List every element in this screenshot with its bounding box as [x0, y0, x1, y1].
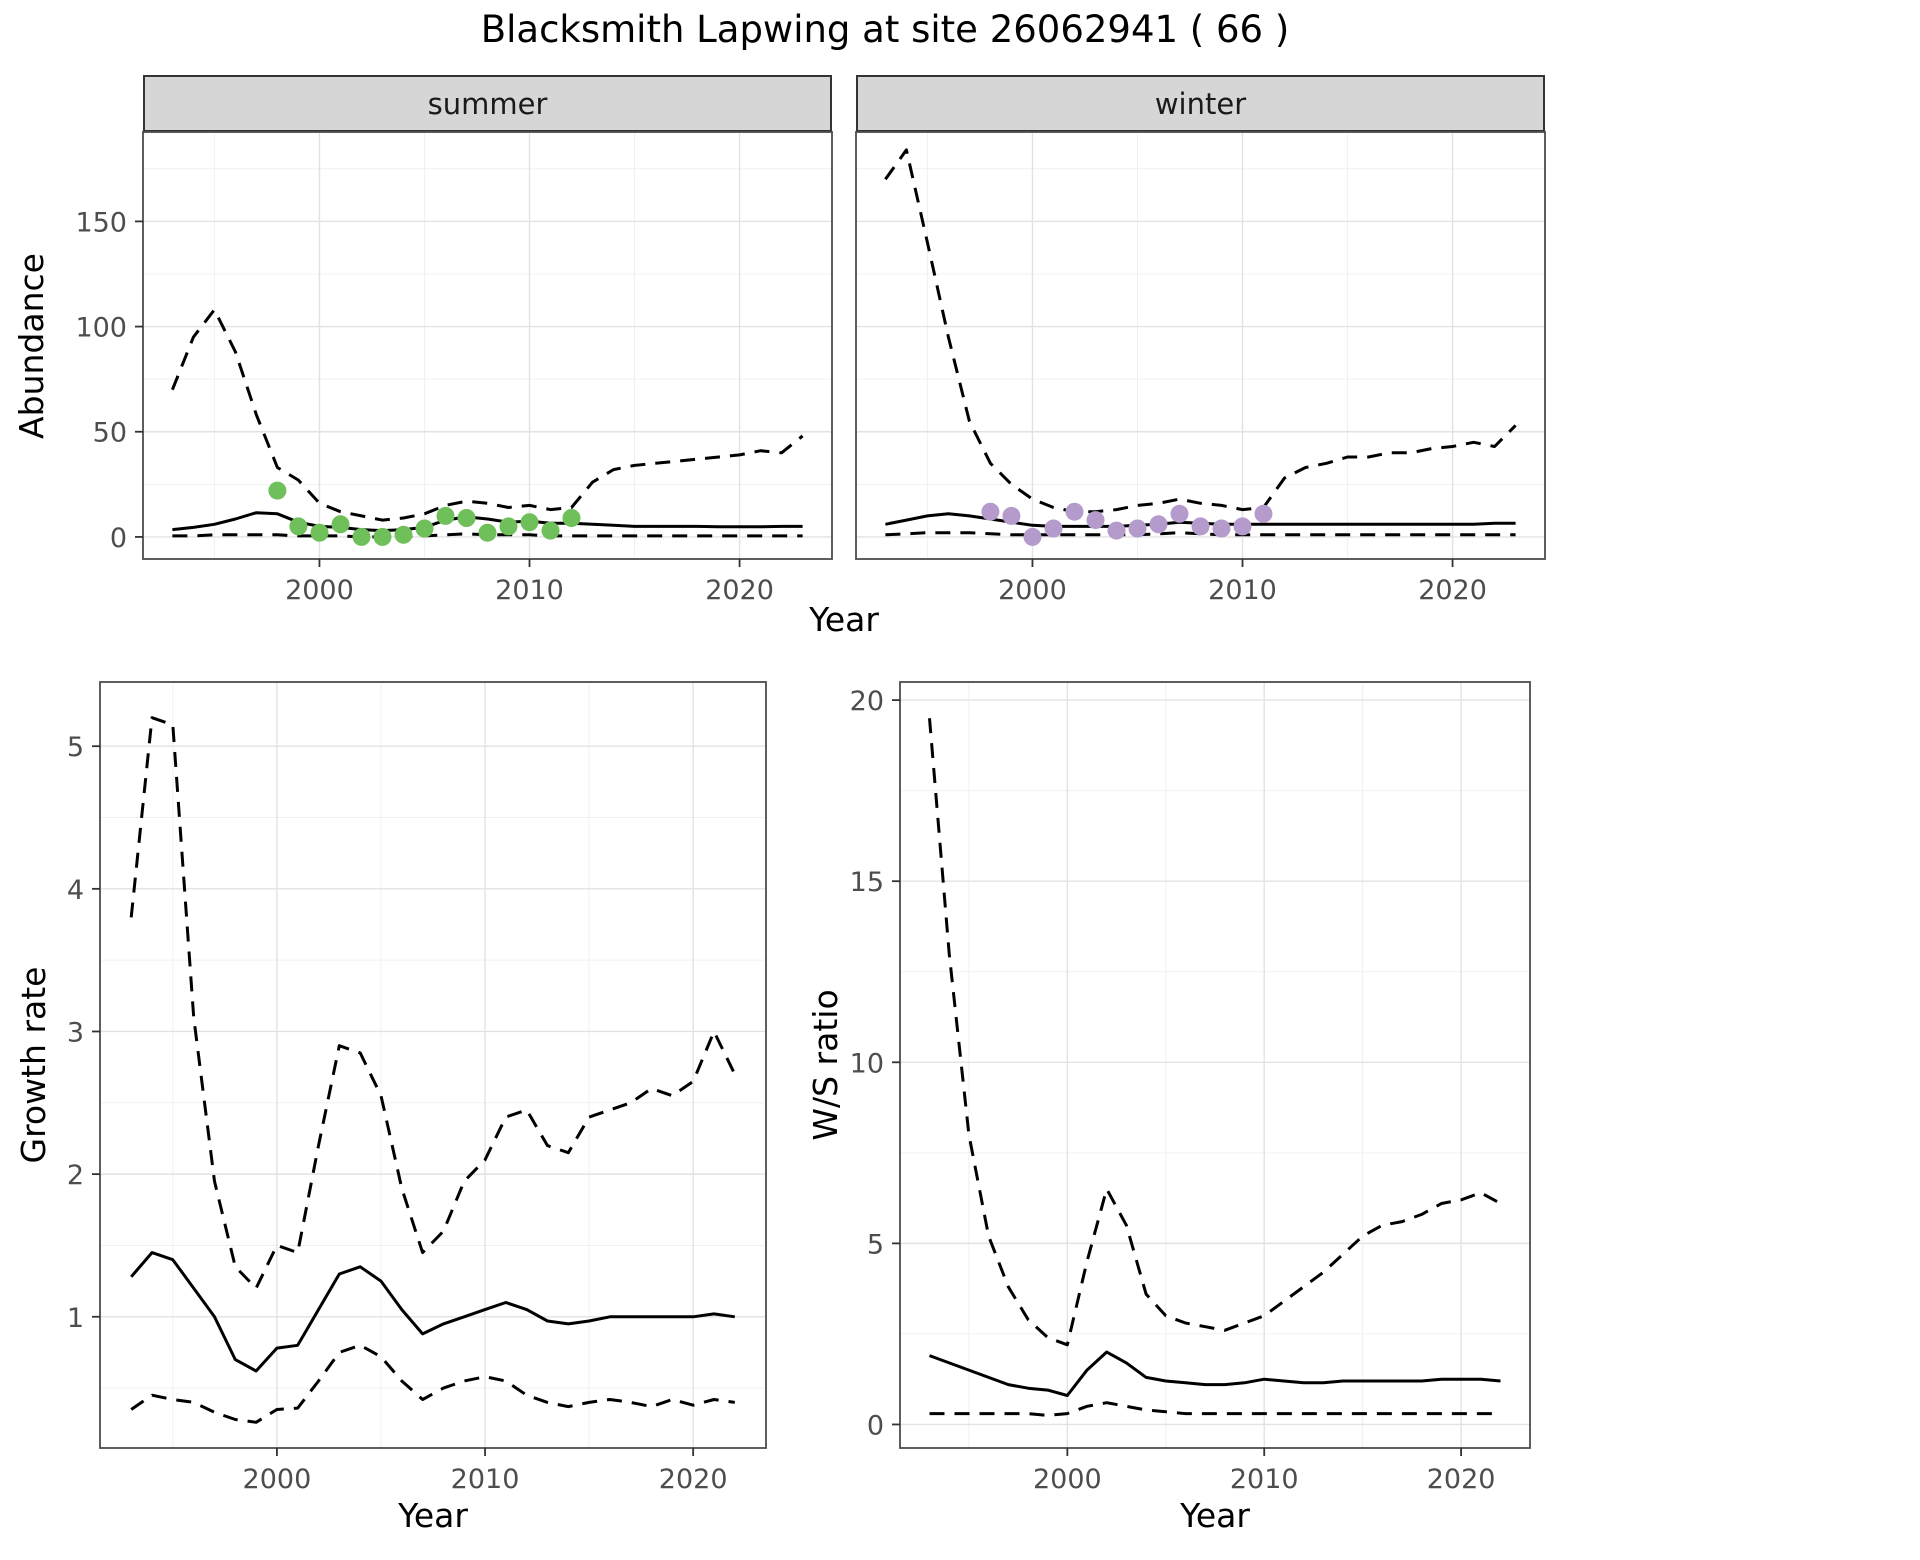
abundance-summer-x-tick-label: 2010 — [495, 575, 564, 606]
ws-ratio-x-tick-label: 2010 — [1230, 1464, 1299, 1495]
panel-abundance-summer: 2000 2010 2020 0 50 100 150 — [75, 131, 833, 606]
abundance-summer-gridlines — [143, 132, 832, 559]
y-axis-title-ws-ratio: W/S ratio — [806, 989, 845, 1141]
growth-rate-x-tick-label: 2010 — [451, 1464, 520, 1495]
growth-rate-gridlines — [100, 682, 766, 1448]
abundance-winter-upper-ci-line — [884, 148, 1517, 514]
abundance-summer-x-tick-label: 2020 — [705, 575, 774, 606]
facet-strip-winter: winter — [856, 75, 1545, 132]
growth-rate-y-tick-label: 1 — [67, 1303, 84, 1334]
abundance-summer-y-tick-label: 50 — [93, 418, 127, 449]
ws-ratio-axis-ticks: 2000 2010 2020 0 5 10 15 20 — [850, 686, 1496, 1495]
abundance-summer-svg: 2000 2010 2020 0 50 100 150 — [75, 131, 833, 606]
panel-ws-ratio: 2000 2010 2020 0 5 10 15 20 — [850, 681, 1531, 1495]
ws-ratio-upper-ci-line — [928, 718, 1502, 1347]
ws-ratio-x-tick-label: 2020 — [1427, 1464, 1496, 1495]
observed-counts-summer-points — [268, 481, 581, 546]
abundance-winter-axis-ticks: 2000 2010 2020 — [998, 559, 1487, 606]
growth-rate-x-tick-label: 2000 — [243, 1464, 312, 1495]
panel-growth-rate: 2000 2010 2020 1 2 3 4 5 — [67, 681, 767, 1495]
x-axis-title-growth-rate: Year — [398, 1496, 468, 1535]
growth-rate-border — [99, 681, 767, 1449]
ws-ratio-border — [899, 681, 1531, 1449]
facet-strip-summer-label: summer — [427, 86, 548, 121]
growth-rate-y-tick-label: 2 — [67, 1160, 84, 1191]
ws-ratio-x-tick-label: 2000 — [1033, 1464, 1102, 1495]
abundance-summer-estimate-line — [172, 511, 803, 533]
ws-ratio-gridlines — [900, 682, 1530, 1448]
abundance-summer-y-tick-label: 150 — [75, 207, 127, 238]
growth-rate-estimate-line — [130, 1251, 736, 1373]
abundance-winter-x-tick-label: 2010 — [1208, 575, 1277, 606]
growth-rate-lower-ci-line — [130, 1343, 736, 1424]
ws-ratio-y-tick-label: 15 — [850, 867, 884, 898]
abundance-summer-y-tick-label: 0 — [110, 523, 127, 554]
abundance-summer-y-tick-label: 100 — [75, 313, 127, 344]
abundance-winter-x-tick-label: 2020 — [1418, 575, 1487, 606]
abundance-winter-lower-ci-line — [885, 531, 1516, 537]
abundance-summer-x-tick-label: 2000 — [285, 575, 354, 606]
growth-rate-upper-ci-line — [129, 716, 737, 1290]
growth-rate-y-tick-label: 4 — [67, 875, 84, 906]
y-axis-title-growth-rate: Growth rate — [14, 966, 53, 1164]
abundance-summer-border — [142, 131, 833, 560]
abundance-summer-upper-ci-line — [171, 308, 804, 522]
growth-rate-svg: 2000 2010 2020 1 2 3 4 5 — [67, 681, 767, 1495]
growth-rate-y-tick-label: 3 — [67, 1017, 84, 1048]
facet-strip-winter-label: winter — [1154, 86, 1247, 121]
abundance-winter-x-tick-label: 2000 — [998, 575, 1067, 606]
ws-ratio-y-tick-label: 10 — [850, 1048, 884, 1079]
ws-ratio-svg: 2000 2010 2020 0 5 10 15 20 — [850, 681, 1531, 1495]
growth-rate-x-tick-label: 2020 — [659, 1464, 728, 1495]
ws-ratio-estimate-line — [928, 1350, 1501, 1397]
ws-ratio-y-tick-label: 20 — [850, 686, 884, 717]
facet-strip-summer: summer — [143, 75, 832, 132]
growth-rate-y-tick-label: 5 — [67, 732, 84, 763]
abundance-winter-border — [855, 131, 1546, 560]
panel-abundance-winter: 2000 2010 2020 — [855, 131, 1546, 606]
y-axis-title-abundance: Abundance — [12, 253, 51, 439]
figure-title: Blacksmith Lapwing at site 26062941 ( 66… — [480, 8, 1290, 51]
abundance-winter-gridlines — [856, 132, 1545, 559]
ws-ratio-y-tick-label: 0 — [867, 1410, 884, 1441]
x-axis-title-ws-ratio: Year — [1180, 1496, 1250, 1535]
abundance-summer-lower-ci-line — [172, 532, 803, 539]
ws-ratio-lower-ci-line — [929, 1401, 1501, 1417]
observed-counts-winter-points — [981, 502, 1273, 546]
abundance-winter-svg: 2000 2010 2020 — [855, 131, 1546, 606]
abundance-summer-axis-ticks: 2000 2010 2020 0 50 100 150 — [75, 207, 773, 606]
growth-rate-axis-ticks: 2000 2010 2020 1 2 3 4 5 — [67, 732, 728, 1495]
ws-ratio-y-tick-label: 5 — [867, 1229, 884, 1260]
x-axis-title-top: Year — [809, 600, 879, 639]
